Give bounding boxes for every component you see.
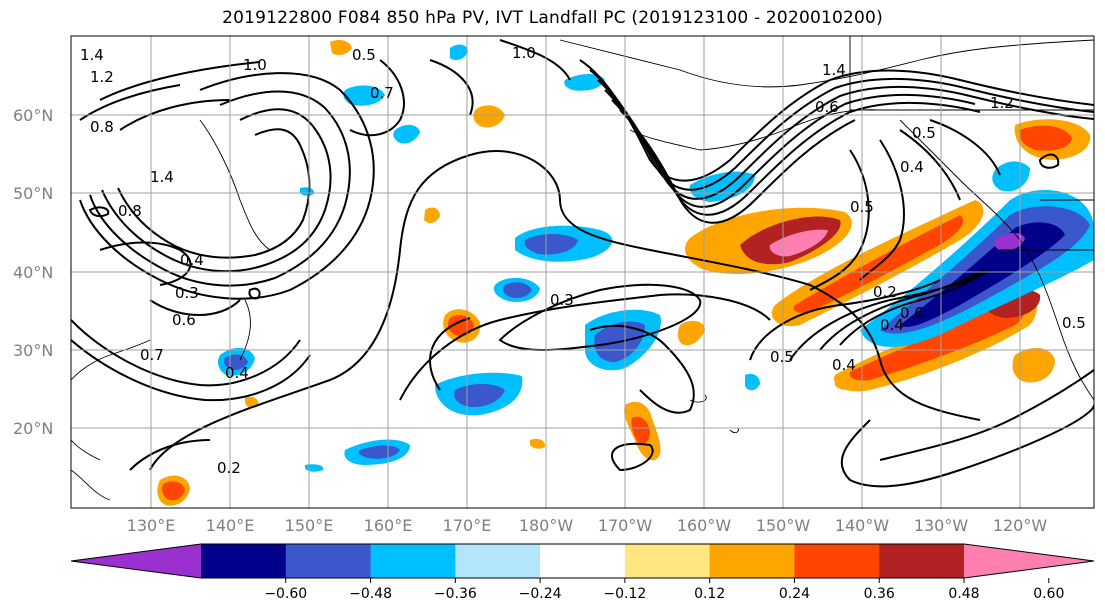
colorbar-segment [879, 544, 965, 578]
colorbar-tick-label: 0.48 [948, 586, 979, 601]
colorbar-outline [70, 543, 1095, 579]
contour-label: 0.6 [815, 98, 839, 116]
lat-label: 50°N [13, 184, 53, 203]
longitude-labels: 130°E 140°E 150°E 160°E 170°E 180°W 170°… [127, 516, 1048, 535]
contour-label: 0.6 [900, 304, 924, 322]
lon-label: 170°W [598, 516, 653, 535]
colorbar-tick-label: 0.36 [864, 586, 895, 601]
lon-label: 150°W [756, 516, 811, 535]
contour-label: 1.0 [243, 56, 267, 74]
contour-label: 0.5 [770, 348, 794, 366]
colorbar-segment [709, 544, 795, 578]
colorbar-extend-low [71, 544, 201, 578]
contour-label: 1.2 [90, 68, 114, 86]
contour-label: 0.6 [172, 311, 196, 329]
colorbar-segment [201, 544, 287, 578]
contour-label: 0.7 [140, 346, 164, 364]
lon-label: 150°E [285, 516, 334, 535]
colorbar-segment [540, 544, 626, 578]
contour-labels: 1.4 1.2 0.8 1.0 0.5 0.7 1.4 0.8 0.4 0.3 … [80, 44, 1086, 477]
contour-label: 0.8 [118, 202, 142, 220]
lon-label: 170°E [443, 516, 492, 535]
lat-label: 60°N [13, 106, 53, 125]
contour-label: 1.4 [822, 61, 846, 79]
colorbar-segment [455, 544, 541, 578]
contour-label: 0.4 [880, 316, 904, 334]
lon-label: 160°E [364, 516, 413, 535]
contour-label: 0.4 [225, 364, 249, 382]
contour-label: 1.4 [80, 46, 104, 64]
contour-label: 0.5 [850, 198, 874, 216]
lat-label: 20°N [13, 419, 53, 438]
lon-label: 180°W [519, 516, 574, 535]
lon-label: 140°W [835, 516, 890, 535]
lon-label: 160°W [677, 516, 732, 535]
map-frame [70, 35, 1095, 509]
contour-label: 0.5 [1062, 314, 1086, 332]
colorbar-segment [794, 544, 880, 578]
colorbar-tick-label: 0.12 [694, 586, 725, 601]
contour-label: 0.5 [352, 46, 376, 64]
contour-label: 1.2 [990, 94, 1014, 112]
lon-label: 120°W [993, 516, 1048, 535]
colorbar-segment [624, 544, 711, 578]
contour-label: 0.3 [175, 284, 199, 302]
contour-label: 0.4 [900, 158, 924, 176]
contour-label: 0.4 [180, 251, 204, 269]
contour-label: 0.5 [912, 124, 936, 142]
contour-label: 0.8 [90, 118, 114, 136]
latitude-labels: 60°N 50°N 40°N 30°N 20°N [13, 106, 53, 438]
contour-label: 0.4 [832, 356, 856, 374]
graticule [71, 36, 1094, 508]
map-title: 2019122800 F084 850 hPa PV, IVT Landfall… [222, 8, 883, 28]
colorbar-tick-label: −0.36 [434, 586, 477, 601]
colorbar-extend-high [964, 544, 1094, 578]
colorbar-segment [370, 544, 456, 578]
colorbar-tick-label: −0.48 [349, 586, 392, 601]
contour-label: 0.2 [217, 459, 241, 477]
contour-label: 1.4 [150, 168, 174, 186]
pv-contours [71, 39, 1094, 488]
colorbar-tick-label: 0.24 [779, 586, 810, 601]
contour-label: 1.0 [512, 44, 536, 62]
contour-label: 0.3 [550, 291, 574, 309]
lat-label: 40°N [13, 263, 53, 282]
colorbar: −0.60 −0.48 −0.36 −0.24 −0.12 0.12 0.24 0.36 0.4… [70, 543, 1095, 601]
lon-label: 140°E [206, 516, 255, 535]
contour-label: 0.7 [370, 84, 394, 102]
colorbar-tick-label: −0.12 [603, 586, 646, 601]
colorbar-tick-label: 0.60 [1033, 586, 1064, 601]
lon-label: 130°E [127, 516, 176, 535]
colorbar-tick-label: −0.60 [264, 586, 307, 601]
colorbar-tick-label: −0.24 [519, 586, 562, 601]
lon-label: 130°W [914, 516, 969, 535]
contour-label: 0.2 [873, 283, 897, 301]
lat-label: 30°N [13, 341, 53, 360]
colorbar-segment [285, 544, 372, 578]
